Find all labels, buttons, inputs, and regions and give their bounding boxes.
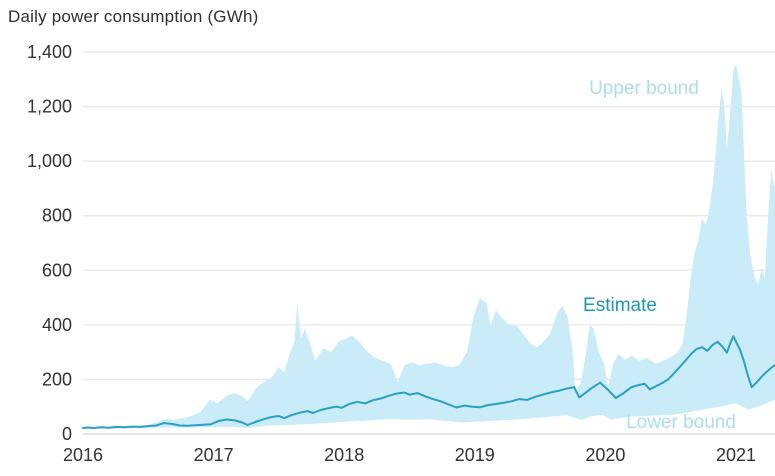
- y-tick-label: 400: [42, 315, 72, 335]
- lower-bound-annotation: Lower bound: [626, 412, 736, 433]
- y-tick-label: 200: [42, 369, 72, 389]
- y-tick-label: 0: [62, 424, 72, 444]
- y-tick-label: 1,400: [27, 42, 72, 62]
- upper-bound-annotation: Upper bound: [589, 78, 699, 99]
- y-tick-label: 800: [42, 206, 72, 226]
- confidence-band: [83, 63, 775, 429]
- y-tick-label: 1,000: [27, 151, 72, 171]
- estimate-annotation: Estimate: [583, 295, 657, 316]
- estimate-line: [82, 335, 775, 429]
- x-tick-label: 2020: [585, 445, 625, 465]
- chart-title: Daily power consumption (GWh): [8, 7, 259, 26]
- y-tick-label: 1,200: [27, 97, 72, 117]
- x-tick-label: 2016: [63, 445, 103, 465]
- x-tick-label: 2021: [716, 445, 756, 465]
- y-tick-label: 600: [42, 260, 72, 280]
- x-tick-label: 2019: [455, 445, 495, 465]
- x-tick-label: 2017: [194, 445, 234, 465]
- x-tick-label: 2018: [324, 445, 364, 465]
